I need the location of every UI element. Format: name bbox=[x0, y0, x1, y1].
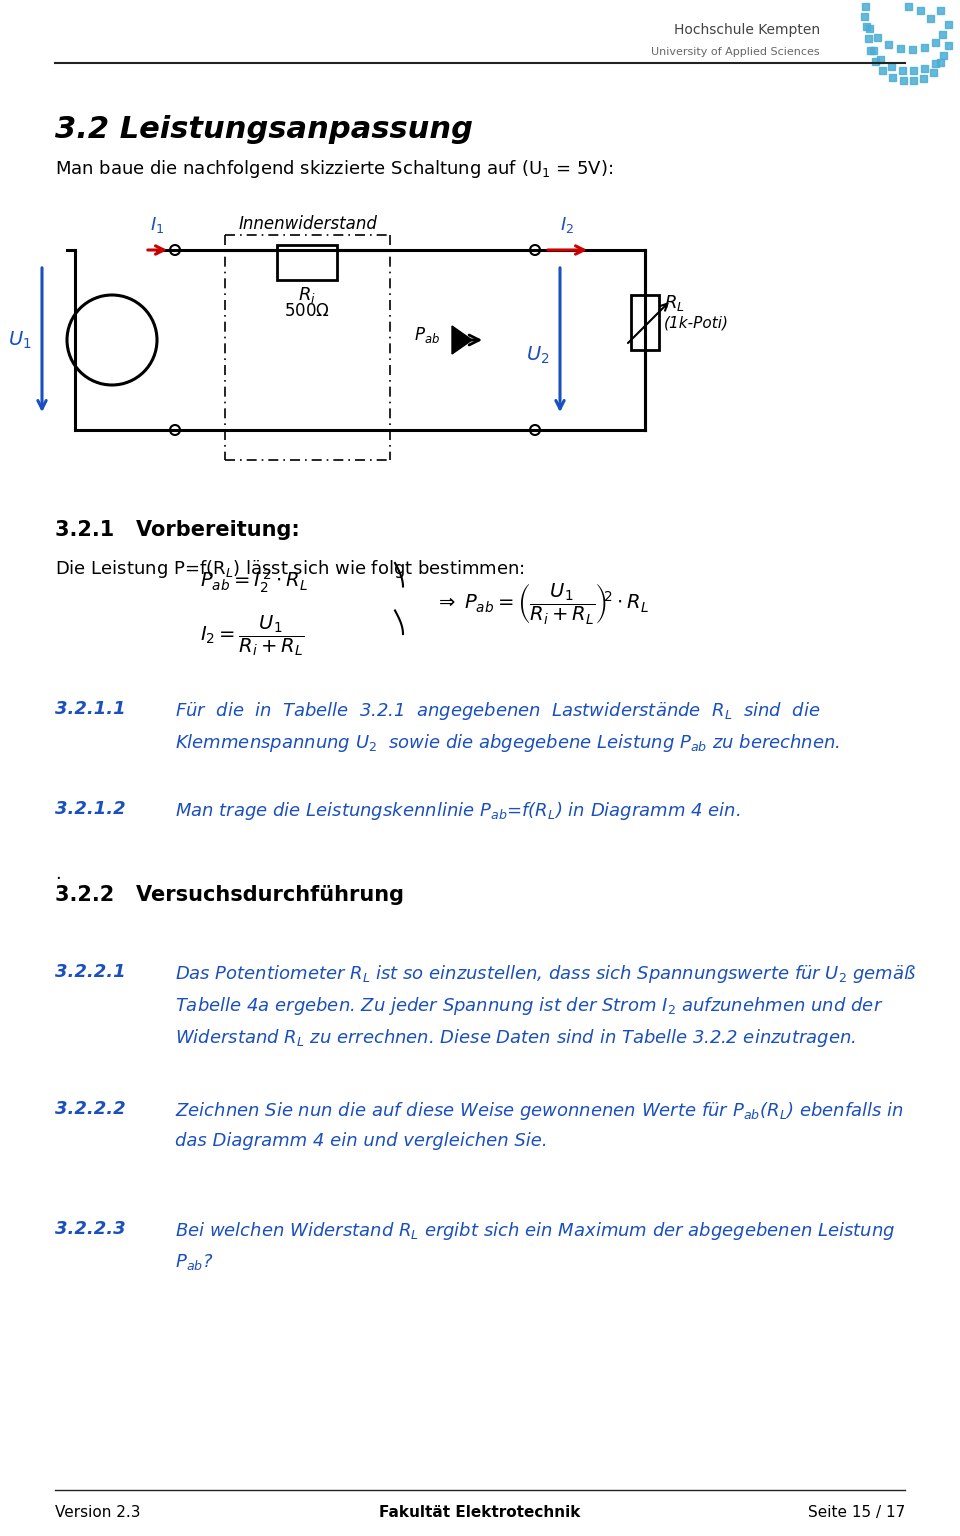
Text: Hochschule Kempten: Hochschule Kempten bbox=[674, 23, 820, 37]
Text: 3.2.2.3: 3.2.2.3 bbox=[55, 1220, 126, 1238]
Bar bbox=[872, 57, 878, 65]
Text: P$_{ab}$?: P$_{ab}$? bbox=[175, 1252, 213, 1272]
Bar bbox=[926, 14, 933, 22]
Bar bbox=[945, 41, 951, 49]
Text: $I_2$: $I_2$ bbox=[561, 215, 574, 235]
Bar bbox=[878, 66, 885, 74]
Text: Version 2.3: Version 2.3 bbox=[55, 1505, 140, 1521]
Bar bbox=[937, 6, 944, 14]
Bar bbox=[897, 45, 903, 52]
Text: Das Potentiometer R$_L$ ist so einzustellen, dass sich Spannungswerte für U$_2$ : Das Potentiometer R$_L$ ist so einzustel… bbox=[175, 963, 916, 985]
Bar bbox=[904, 3, 911, 9]
Bar bbox=[876, 55, 883, 63]
Bar bbox=[884, 40, 892, 48]
Bar bbox=[867, 46, 874, 54]
Bar bbox=[889, 74, 896, 80]
Text: Man trage die Leistungskennlinie P$_{ab}$=f(R$_L$) in Diagramm 4 ein.: Man trage die Leistungskennlinie P$_{ab}… bbox=[175, 800, 740, 822]
Bar bbox=[631, 295, 659, 350]
Text: $U_1$: $U_1$ bbox=[9, 329, 32, 350]
Text: .: . bbox=[55, 865, 60, 883]
Text: 3.2.2.2: 3.2.2.2 bbox=[55, 1100, 126, 1118]
Text: $R_i$: $R_i$ bbox=[298, 286, 316, 306]
Bar bbox=[931, 38, 939, 46]
Text: 3.2.1.1: 3.2.1.1 bbox=[55, 700, 126, 717]
Bar bbox=[865, 34, 872, 41]
Text: 3.2.2.1: 3.2.2.1 bbox=[55, 963, 126, 982]
Bar bbox=[866, 25, 873, 32]
Bar bbox=[937, 58, 944, 66]
Bar bbox=[862, 23, 870, 29]
Text: Man baue die nachfolgend skizzierte Schaltung auf (U$_1$ = 5V):: Man baue die nachfolgend skizzierte Scha… bbox=[55, 158, 613, 180]
Text: Die Leistung P=f(R$_L$) lässt sich wie folgt bestimmen:: Die Leistung P=f(R$_L$) lässt sich wie f… bbox=[55, 558, 525, 581]
Bar bbox=[861, 3, 869, 9]
Bar bbox=[870, 46, 876, 54]
Text: Klemmenspannung U$_2$  sowie die abgegebene Leistung P$_{ab}$ zu berechnen.: Klemmenspannung U$_2$ sowie die abgegebe… bbox=[175, 733, 840, 754]
Text: das Diagramm 4 ein und vergleichen Sie.: das Diagramm 4 ein und vergleichen Sie. bbox=[175, 1132, 547, 1150]
Text: $P_{ab} = I_2^{\,2} \cdot R_L$: $P_{ab} = I_2^{\,2} \cdot R_L$ bbox=[200, 568, 308, 596]
Bar bbox=[908, 46, 916, 52]
Polygon shape bbox=[452, 326, 472, 353]
Text: $R_L$: $R_L$ bbox=[664, 293, 684, 313]
Text: $U_2$: $U_2$ bbox=[526, 344, 550, 366]
Bar bbox=[917, 6, 924, 14]
Text: Für  die  in  Tabelle  3.2.1  angegebenen  Lastwiderstände  R$_L$  sind  die: Für die in Tabelle 3.2.1 angegebenen Las… bbox=[175, 700, 821, 722]
Bar bbox=[920, 75, 926, 81]
Text: University of Applied Sciences: University of Applied Sciences bbox=[652, 48, 820, 57]
Bar bbox=[874, 34, 880, 40]
Text: 3.2.1   Vorbereitung:: 3.2.1 Vorbereitung: bbox=[55, 521, 300, 541]
Bar bbox=[940, 52, 947, 58]
Bar bbox=[945, 20, 951, 28]
Text: 3.2.2   Versuchsdurchführung: 3.2.2 Versuchsdurchführung bbox=[55, 885, 404, 905]
Text: (1k-Poti): (1k-Poti) bbox=[664, 315, 729, 330]
Text: $P_{ab}$: $P_{ab}$ bbox=[414, 326, 440, 346]
Bar bbox=[860, 12, 868, 20]
Text: $I_1$: $I_1$ bbox=[151, 215, 164, 235]
Text: Innenwiderstand: Innenwiderstand bbox=[238, 215, 377, 233]
Bar bbox=[899, 66, 905, 74]
Text: Widerstand R$_L$ zu errechnen. Diese Daten sind in Tabelle 3.2.2 einzutragen.: Widerstand R$_L$ zu errechnen. Diese Dat… bbox=[175, 1028, 856, 1049]
Text: 3.2 Leistungsanpassung: 3.2 Leistungsanpassung bbox=[55, 115, 473, 144]
Bar bbox=[887, 63, 895, 69]
Bar bbox=[909, 77, 917, 83]
Bar bbox=[931, 60, 939, 66]
Bar bbox=[939, 31, 946, 37]
Text: $\Rightarrow\; P_{ab} = \left(\dfrac{U_1}{R_i + R_L}\right)^{\!\!2} \cdot R_L$: $\Rightarrow\; P_{ab} = \left(\dfrac{U_1… bbox=[435, 581, 649, 625]
Text: Fakultät Elektrotechnik: Fakultät Elektrotechnik bbox=[379, 1505, 581, 1521]
Bar bbox=[900, 77, 906, 83]
Text: Tabelle 4a ergeben. Zu jeder Spannung ist der Strom I$_2$ aufzunehmen und der: Tabelle 4a ergeben. Zu jeder Spannung is… bbox=[175, 995, 883, 1017]
Text: Zeichnen Sie nun die auf diese Weise gewonnenen Werte für P$_{ab}$(R$_L$) ebenfa: Zeichnen Sie nun die auf diese Weise gew… bbox=[175, 1100, 904, 1121]
Bar bbox=[909, 66, 917, 74]
Text: Seite 15 / 17: Seite 15 / 17 bbox=[807, 1505, 905, 1521]
Text: 3.2.1.2: 3.2.1.2 bbox=[55, 800, 126, 819]
Bar bbox=[921, 65, 927, 72]
Bar bbox=[277, 246, 337, 280]
Text: $500\Omega$: $500\Omega$ bbox=[284, 303, 330, 319]
Text: $I_2 = \dfrac{U_1}{R_i + R_L}$: $I_2 = \dfrac{U_1}{R_i + R_L}$ bbox=[200, 613, 304, 657]
Text: Bei welchen Widerstand R$_L$ ergibt sich ein Maximum der abgegebenen Leistung: Bei welchen Widerstand R$_L$ ergibt sich… bbox=[175, 1220, 896, 1243]
Bar bbox=[929, 69, 937, 75]
Bar bbox=[921, 43, 927, 51]
